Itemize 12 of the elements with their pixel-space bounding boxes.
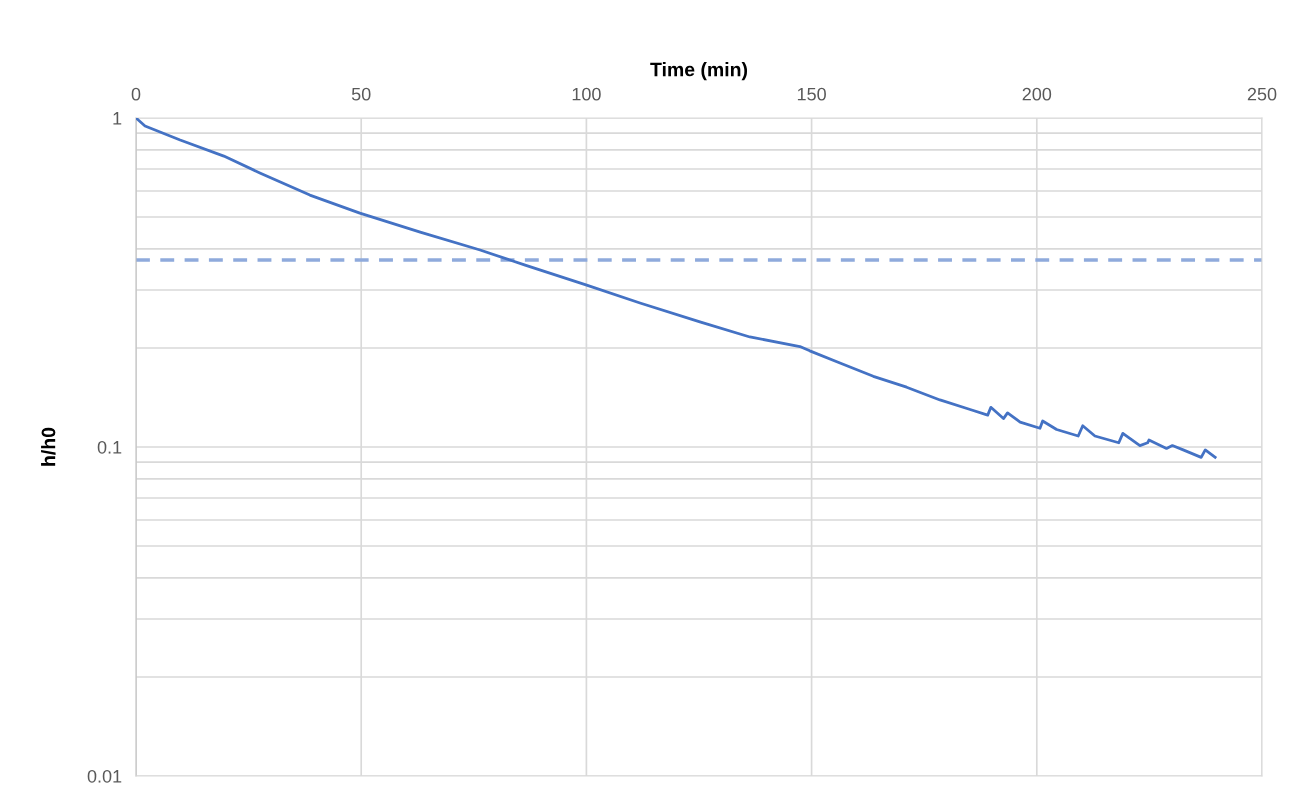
x-tick-label: 0 <box>131 87 141 101</box>
x-tick-label: 100 <box>572 87 601 101</box>
y-tick-label: 1 <box>113 112 122 125</box>
x-tick-label: 200 <box>1022 87 1052 101</box>
y-tick-label: 0.1 <box>97 440 122 454</box>
y-tick-label: 0.01 <box>87 769 122 783</box>
x-tick-label: 50 <box>351 87 371 101</box>
y-axis-title: h/h0 <box>41 427 56 466</box>
x-tick-label: 250 <box>1247 87 1277 101</box>
x-axis-title: Time (min) <box>650 62 748 81</box>
line-series <box>136 118 1217 459</box>
x-tick-label: 150 <box>797 87 826 101</box>
